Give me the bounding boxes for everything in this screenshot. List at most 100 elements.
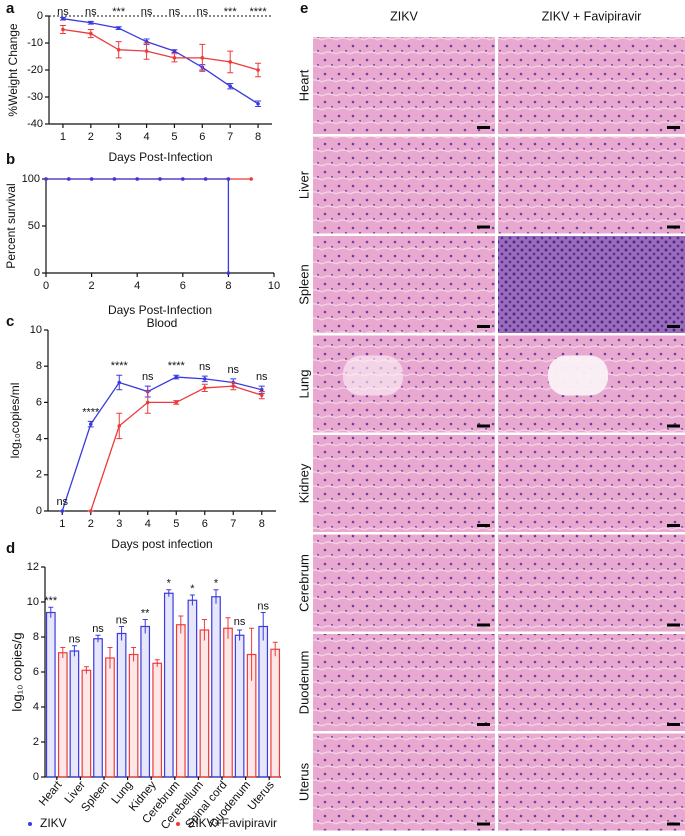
point — [228, 84, 232, 88]
series-line — [62, 18, 259, 105]
row-label: Kidney — [296, 463, 311, 503]
bar — [211, 596, 221, 778]
y-tick-label: 50 — [28, 220, 40, 232]
histology-image — [313, 136, 495, 234]
series-line — [46, 178, 230, 273]
histology-image — [313, 435, 495, 532]
annotation: **** — [250, 6, 268, 18]
annotation: **** — [111, 360, 129, 372]
point — [259, 387, 264, 392]
histology-image — [498, 634, 685, 731]
error-bar — [71, 645, 77, 657]
point — [231, 384, 236, 388]
annotation: **** — [82, 406, 100, 418]
x-tick-label: 4 — [134, 280, 140, 292]
y-tick-label: 10 — [27, 596, 39, 608]
x-tick-label: 6 — [180, 280, 186, 292]
histology-image — [313, 733, 495, 831]
annotation: ns — [56, 496, 68, 508]
error-bar — [237, 629, 243, 641]
error-bar — [107, 647, 113, 669]
y-tick-label: 0 — [37, 10, 43, 22]
error-bar — [225, 617, 231, 639]
point — [226, 177, 231, 181]
annotation: ns — [142, 371, 154, 383]
point — [117, 424, 122, 428]
point — [249, 177, 253, 181]
scale-bar — [667, 822, 680, 826]
x-tick-label: 6 — [199, 131, 205, 143]
annotation: ns — [169, 6, 181, 18]
x-tick-label: 8 — [255, 131, 261, 143]
point — [181, 177, 185, 181]
scale-bar — [477, 623, 490, 627]
scale-bar — [477, 723, 490, 726]
x-tick-label: 4 — [145, 518, 151, 530]
bar — [128, 653, 139, 778]
y-tick-label: 6 — [36, 396, 42, 408]
row-label: Heart — [296, 69, 311, 101]
bar — [93, 638, 103, 778]
x-tick-label: 5 — [171, 131, 177, 143]
y-tick-label: 0 — [34, 267, 40, 279]
x-tick-label: 0 — [43, 280, 49, 292]
row-label: Cerebrum — [296, 554, 311, 612]
scale-bar — [477, 325, 490, 328]
row-label: Uterus — [296, 762, 311, 801]
histology-image — [498, 435, 685, 532]
bar — [69, 650, 80, 778]
annotation: ns — [57, 6, 69, 18]
point — [203, 177, 208, 181]
y-tick-label: 4 — [33, 701, 39, 713]
x-tick-label: 1 — [59, 518, 65, 530]
error-bar — [60, 647, 66, 658]
row-label: Lung — [296, 370, 311, 399]
x-tick-label: Heart — [37, 779, 65, 809]
y-axis-label: log₁₀ copies/g — [9, 632, 24, 711]
histology-image — [313, 634, 495, 731]
point — [226, 271, 231, 275]
scale-bar — [477, 822, 490, 826]
x-tick-label: 8 — [259, 518, 265, 530]
y-tick-label: 12 — [27, 561, 39, 573]
point — [117, 380, 122, 385]
y-tick-label: 4 — [36, 433, 42, 445]
x-tick-label: 1 — [60, 131, 66, 143]
airspace — [343, 355, 403, 396]
y-tick-label: 6 — [33, 666, 39, 678]
column-header: ZIKV — [390, 9, 418, 23]
point — [259, 393, 264, 397]
bar — [105, 657, 115, 778]
y-tick-label: 10 — [30, 324, 42, 336]
panel-letter: a — [6, 0, 15, 17]
scale-bar — [667, 723, 680, 726]
annotation: *** — [224, 6, 238, 18]
y-tick-label: 8 — [36, 360, 42, 372]
panel-letter: c — [6, 313, 14, 330]
point — [60, 509, 65, 513]
bar — [270, 648, 281, 778]
scale-bar — [667, 524, 680, 527]
annotation: ns — [197, 6, 209, 18]
histology-image — [313, 37, 495, 134]
x-tick-label: 2 — [89, 280, 95, 292]
x-axis-label: Days Post-Infection — [108, 150, 212, 164]
row-label: Spleen — [296, 264, 311, 304]
annotation: *** — [44, 595, 58, 607]
scale-bar — [477, 524, 490, 527]
series-line — [62, 28, 259, 71]
legend-marker — [28, 822, 32, 826]
bar — [116, 632, 127, 778]
bar — [187, 599, 198, 778]
annotation: ** — [141, 607, 150, 619]
point — [174, 375, 179, 379]
airspace — [548, 355, 608, 396]
point — [174, 400, 179, 405]
bar — [175, 624, 186, 778]
x-tick-label: 10 — [268, 280, 280, 292]
scale-bar — [477, 424, 490, 428]
x-tick-label: 4 — [144, 131, 150, 143]
scale-bar — [667, 225, 680, 229]
histology-image — [498, 534, 685, 632]
